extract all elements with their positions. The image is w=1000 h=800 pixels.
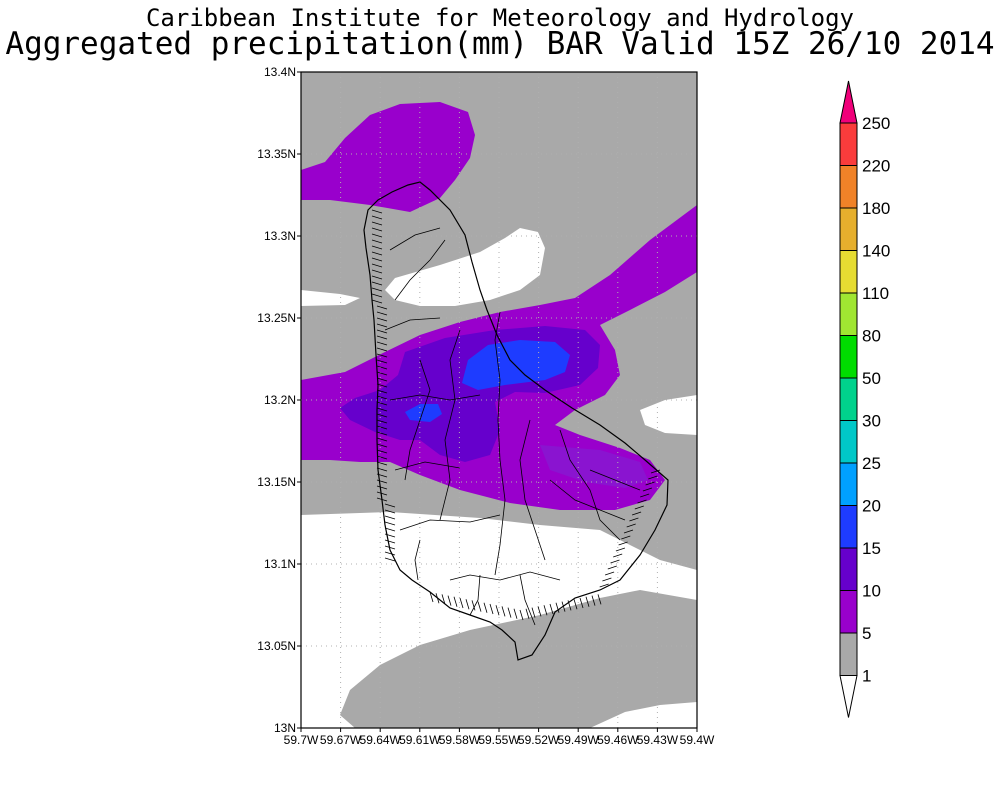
x-tick-label: 59.58W bbox=[439, 733, 481, 747]
x-tick-label: 59.49W bbox=[558, 733, 600, 747]
x-tick-label: 59.4W bbox=[680, 733, 715, 747]
colorbar-swatch bbox=[839, 505, 858, 549]
colorbar-swatch bbox=[839, 122, 858, 166]
x-tick-label: 59.55W bbox=[478, 733, 520, 747]
x-tick-label: 59.46W bbox=[597, 733, 639, 747]
island-outline bbox=[363, 181, 669, 661]
y-tick-label: 13.35N bbox=[257, 147, 296, 161]
colorbar-label: 110 bbox=[862, 284, 889, 303]
coastline-detail bbox=[371, 209, 661, 621]
y-tick-label: 13N bbox=[274, 721, 296, 735]
colorbar-label: 80 bbox=[862, 327, 881, 346]
x-axis: 59.7W 59.67W59.64W59.61W59.58W59.55W59.52… bbox=[284, 728, 715, 747]
colorbar-swatch bbox=[839, 632, 858, 676]
colorbar-label: 220 bbox=[862, 157, 890, 176]
colorbar-label: 10 bbox=[862, 582, 881, 601]
colorbar-label: 30 bbox=[862, 412, 881, 431]
precip-band-15-20 bbox=[405, 340, 570, 422]
map-plot-area bbox=[301, 72, 697, 728]
colorbar-swatch bbox=[839, 420, 858, 464]
colorbar-swatch bbox=[839, 377, 858, 421]
precip-band-none bbox=[301, 228, 697, 728]
y-tick-label: 13.15N bbox=[257, 475, 296, 489]
y-tick-label: 13.25N bbox=[257, 311, 296, 325]
colorbar-max-arrow bbox=[839, 80, 858, 124]
colorbar-min-arrow bbox=[839, 675, 858, 718]
map-subtitle: Aggregated precipitation(mm) BAR Valid 1… bbox=[5, 26, 995, 62]
y-tick-label: 13.2N bbox=[264, 393, 296, 407]
y-tick-label: 13.05N bbox=[257, 639, 296, 653]
y-tick-label: 13.3N bbox=[264, 229, 296, 243]
colorbar-label: 250 bbox=[862, 114, 890, 133]
colorbar-swatch bbox=[839, 292, 858, 336]
colorbar-swatch bbox=[839, 250, 858, 294]
y-tick-label: 13.1N bbox=[264, 557, 296, 571]
x-tick-label: 59.43W bbox=[637, 733, 679, 747]
colorbar-label: 15 bbox=[862, 539, 881, 558]
colorbar-label: 1 bbox=[862, 667, 871, 686]
x-tick-label: 59.64W bbox=[360, 733, 402, 747]
colorbar-label: 180 bbox=[862, 199, 890, 218]
colorbar-label: 25 bbox=[862, 454, 881, 473]
x-tick-label: 59.67W bbox=[320, 733, 362, 747]
colorbar-swatch bbox=[839, 547, 858, 591]
colorbar-label: 140 bbox=[862, 242, 890, 261]
colorbar-swatch bbox=[839, 207, 858, 251]
colorbar-swatch bbox=[839, 165, 858, 209]
colorbar-label: 20 bbox=[862, 497, 881, 516]
colorbar-label: 50 bbox=[862, 369, 881, 388]
y-tick-label: 13.4N bbox=[264, 65, 296, 79]
y-axis: 13N 13.05N 13.1N 13.15N 13.2N 13.25N 13.3N 13.3… bbox=[257, 65, 301, 735]
x-tick-label: 59.61W bbox=[399, 733, 441, 747]
colorbar-swatch bbox=[839, 335, 858, 379]
colorbar-swatch bbox=[839, 462, 858, 506]
colorbar-swatch bbox=[839, 590, 858, 634]
x-tick-label: 59.52W bbox=[518, 733, 560, 747]
colorbar-label: 5 bbox=[862, 624, 871, 643]
island-rivers bbox=[384, 227, 641, 626]
map-title: Caribbean Institute for Meteorology and … bbox=[145, 4, 854, 32]
x-tick-label: 59.7W bbox=[284, 733, 319, 747]
grid-lines bbox=[301, 72, 697, 728]
